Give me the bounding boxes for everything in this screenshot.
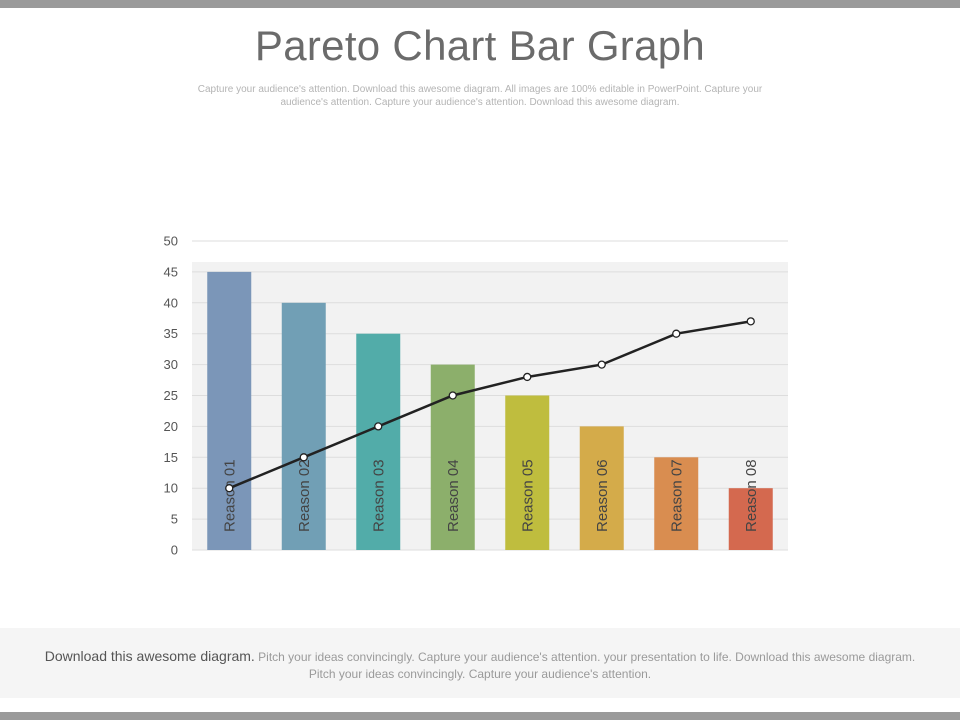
category-label: Reason 03 xyxy=(370,459,387,532)
bar xyxy=(356,333,401,550)
line-point xyxy=(448,391,457,400)
bar xyxy=(281,302,326,550)
y-tick-label: 10 xyxy=(164,481,178,496)
top-border xyxy=(0,0,960,8)
page-subtitle: Capture your audience's attention. Downl… xyxy=(197,84,763,108)
footer-body: Pitch your ideas convincingly. Capture y… xyxy=(254,650,916,681)
category-label: Reason 05 xyxy=(519,459,536,532)
category-label: Reason 08 xyxy=(743,459,760,532)
footer-text: Download this awesome diagram. Pitch you… xyxy=(30,648,930,683)
line-point xyxy=(225,484,234,493)
category-label: Reason 01 xyxy=(221,459,238,532)
y-tick-label: 0 xyxy=(171,543,178,558)
plot-area xyxy=(192,262,788,550)
bar xyxy=(654,457,699,550)
line-point xyxy=(299,453,308,462)
y-tick-label: 45 xyxy=(164,264,178,279)
bar xyxy=(207,271,252,550)
footer-lead: Download this awesome diagram. xyxy=(44,648,255,664)
category-label: Reason 06 xyxy=(594,459,611,532)
y-tick-label: 20 xyxy=(164,419,178,434)
line-point xyxy=(597,360,606,369)
line-point xyxy=(523,372,532,382)
category-label: Reason 04 xyxy=(445,459,462,532)
y-tick-label: 25 xyxy=(164,388,178,403)
y-tick-label: 40 xyxy=(164,295,178,310)
line-point xyxy=(374,422,383,431)
line-point xyxy=(746,317,755,326)
y-tick-label: 5 xyxy=(171,512,178,527)
bottom-border xyxy=(0,712,960,720)
category-label: Reason 02 xyxy=(296,459,313,532)
y-tick-label: 15 xyxy=(164,450,178,465)
line-point xyxy=(672,329,681,338)
y-tick-label: 35 xyxy=(164,326,178,341)
bar xyxy=(505,395,550,550)
footer-band xyxy=(0,628,960,698)
bar xyxy=(579,426,624,550)
y-tick-label: 30 xyxy=(164,357,178,372)
y-tick-label: 50 xyxy=(164,234,178,249)
pareto-line xyxy=(228,320,751,490)
page-title: Pareto Chart Bar Graph xyxy=(254,22,706,69)
category-label: Reason 07 xyxy=(668,459,685,532)
bar xyxy=(728,488,773,550)
